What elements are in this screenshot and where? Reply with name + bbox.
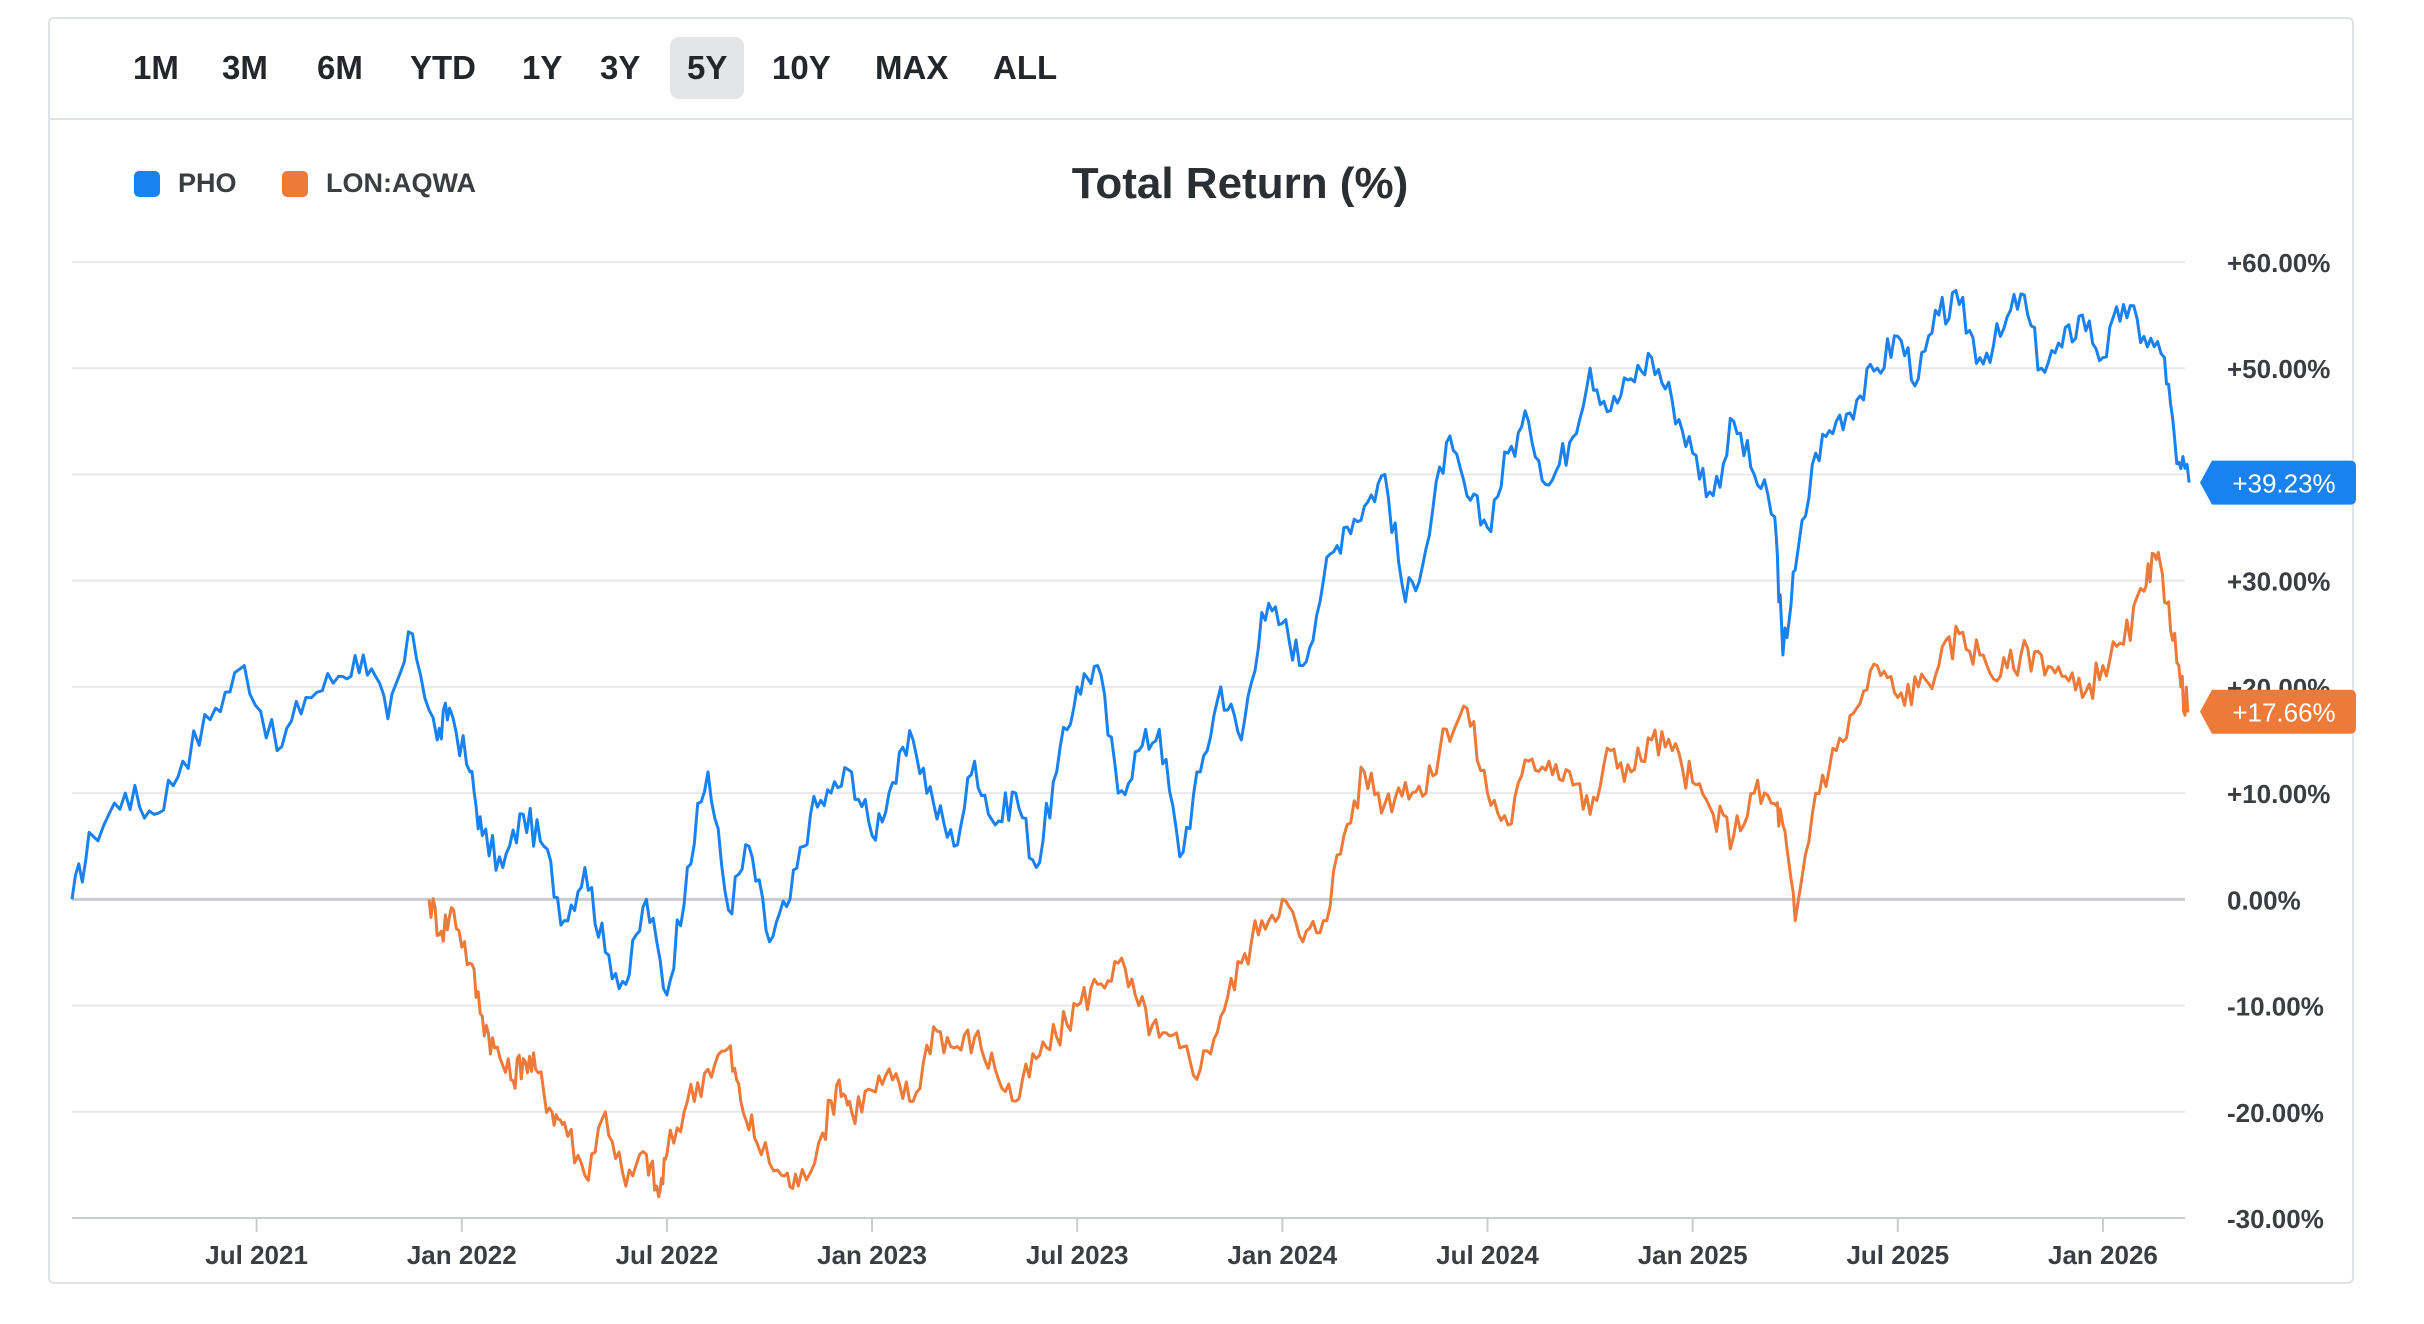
x-tick-label: Jul 2022 bbox=[616, 1240, 719, 1270]
y-tick-label: +60.00% bbox=[2227, 248, 2330, 278]
last-value-text: +17.66% bbox=[2232, 698, 2335, 728]
range-button-5y[interactable]: 5Y bbox=[670, 37, 745, 99]
y-tick-label: -10.00% bbox=[2227, 992, 2324, 1022]
range-button-6m[interactable]: 6M bbox=[317, 49, 363, 86]
y-tick-label: 0.00% bbox=[2227, 885, 2301, 915]
series-line-aqwa bbox=[427, 550, 2190, 1199]
last-value-flag-aqwa: +17.66% bbox=[2200, 689, 2356, 734]
x-tick-label: Jan 2026 bbox=[2048, 1240, 2158, 1270]
range-button-max[interactable]: MAX bbox=[875, 49, 949, 86]
x-tick-label: Jan 2024 bbox=[1227, 1240, 1337, 1270]
y-tick-label: -20.00% bbox=[2227, 1098, 2324, 1128]
legend-swatch-aqwa bbox=[282, 171, 308, 197]
legend-swatch-pho bbox=[134, 171, 160, 197]
last-value-flag-pho: +39.23% bbox=[2200, 460, 2356, 505]
x-tick-label: Jan 2025 bbox=[1638, 1240, 1748, 1270]
x-tick-label: Jul 2023 bbox=[1026, 1240, 1129, 1270]
legend-label-aqwa: LON:AQWA bbox=[326, 168, 476, 198]
x-tick-label: Jul 2025 bbox=[1846, 1240, 1949, 1270]
x-tick-label: Jul 2021 bbox=[205, 1240, 308, 1270]
range-button-1y[interactable]: 1Y bbox=[522, 49, 563, 86]
last-value-text: +39.23% bbox=[2232, 469, 2335, 499]
range-button-3y[interactable]: 3Y bbox=[600, 49, 641, 86]
y-tick-label: -30.00% bbox=[2227, 1204, 2324, 1234]
y-tick-label: +10.00% bbox=[2227, 779, 2330, 809]
x-tick-label: Jan 2022 bbox=[407, 1240, 517, 1270]
y-tick-label: +50.00% bbox=[2227, 354, 2330, 384]
range-button-1m[interactable]: 1M bbox=[133, 49, 179, 86]
range-toolbar: 1M 3M 6M YTD 1Y 3Y 5Y 10Y MAX ALL bbox=[50, 19, 2352, 120]
y-tick-label: +30.00% bbox=[2227, 567, 2330, 597]
range-button-ytd[interactable]: YTD bbox=[410, 49, 476, 86]
legend-label-pho: PHO bbox=[178, 168, 237, 198]
range-button-3m[interactable]: 3M bbox=[222, 49, 268, 86]
last-value-badge bbox=[2200, 460, 2356, 505]
last-value-badge bbox=[2200, 689, 2356, 734]
x-tick-label: Jan 2023 bbox=[817, 1240, 927, 1270]
series-line-pho bbox=[70, 289, 2191, 997]
range-button-10y[interactable]: 10Y bbox=[772, 49, 831, 86]
chart-title: Total Return (%) bbox=[1071, 159, 1409, 208]
range-button-all[interactable]: ALL bbox=[993, 49, 1058, 86]
x-tick-label: Jul 2024 bbox=[1436, 1240, 1539, 1270]
